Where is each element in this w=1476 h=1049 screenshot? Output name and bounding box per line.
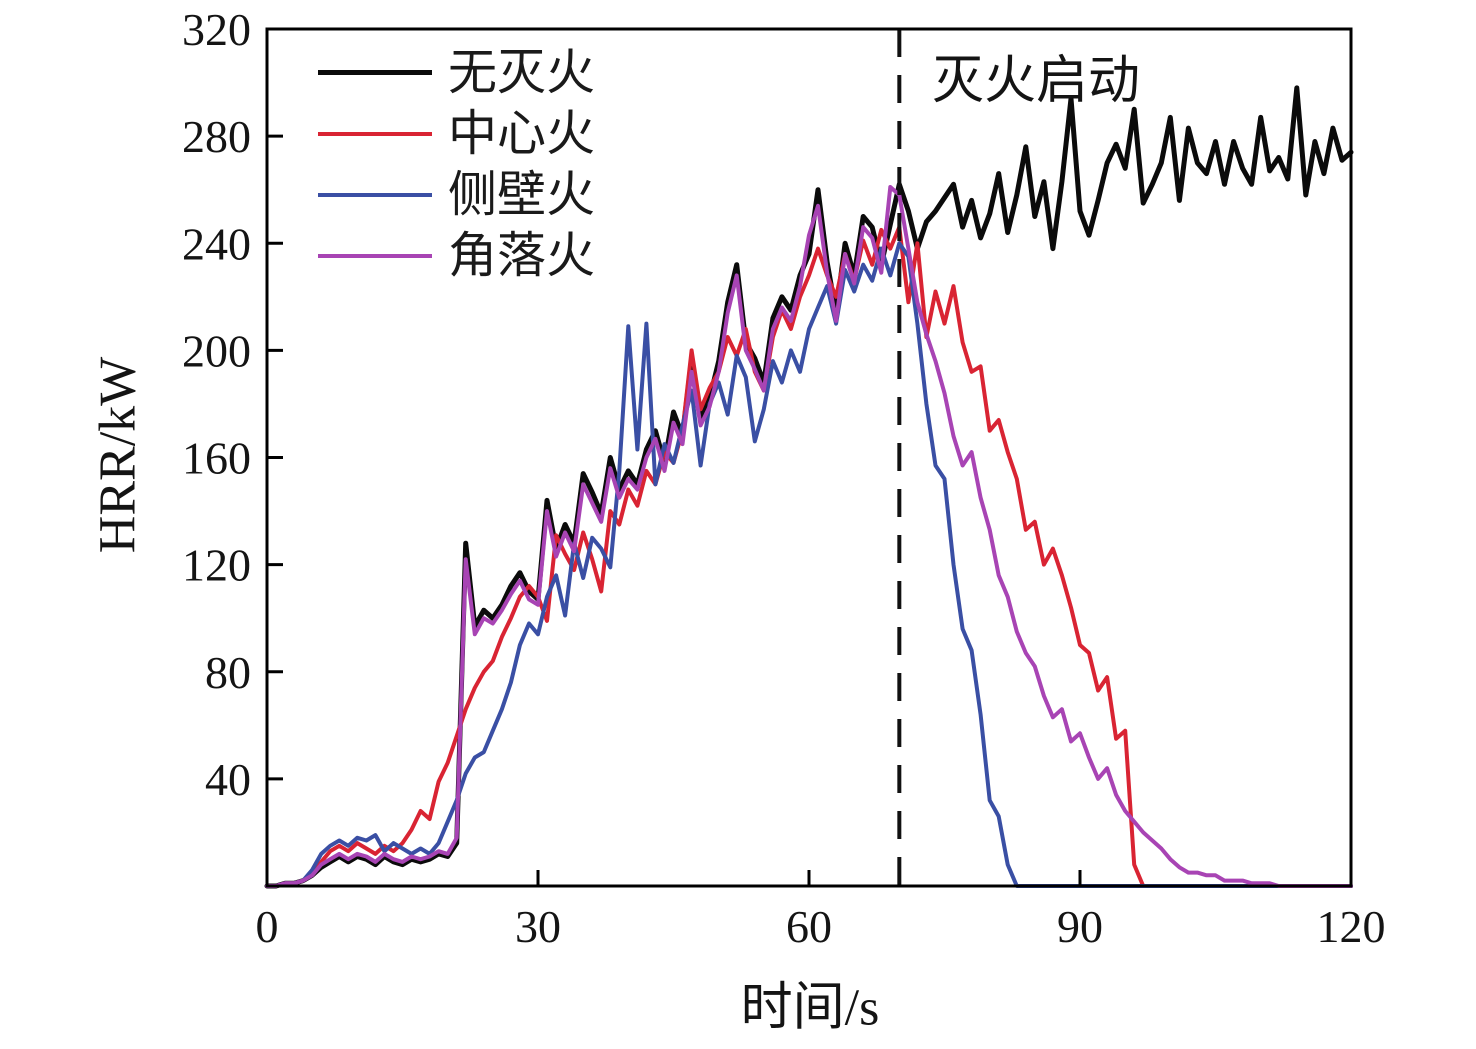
series-line-2 <box>265 241 1353 888</box>
legend-line-swatch <box>318 253 432 258</box>
series-line-3 <box>265 185 1353 888</box>
legend: 无灭火 中心火 侧壁火 角落火 <box>318 42 595 286</box>
legend-row-corner-fire: 角落火 <box>318 225 595 286</box>
series-line-0 <box>264 85 1354 889</box>
y-tick-label: 200 <box>182 325 251 376</box>
legend-line-swatch <box>318 70 432 75</box>
legend-row-center-fire: 中心火 <box>318 103 595 164</box>
event-annotation-text: 灭火启动 <box>932 53 1141 110</box>
x-tick-label: 0 <box>256 901 279 952</box>
y-axis-label: HRR/kW <box>89 356 147 554</box>
legend-label: 无灭火 <box>448 45 596 100</box>
y-tick-label: 120 <box>182 540 251 591</box>
x-tick-label: 90 <box>1057 901 1103 952</box>
legend-row-sidewall-fire: 侧壁火 <box>318 164 595 225</box>
y-tick-label: 320 <box>182 4 251 55</box>
legend-label: 中心火 <box>448 106 596 161</box>
y-tick-label: 80 <box>205 647 251 698</box>
x-tick-label: 30 <box>515 901 561 952</box>
legend-row-no-suppression: 无灭火 <box>318 42 595 103</box>
legend-label: 角落火 <box>448 228 596 283</box>
y-tick-label: 40 <box>205 754 251 805</box>
legend-line-swatch <box>318 192 432 197</box>
x-tick-label: 60 <box>786 901 832 952</box>
y-tick-label: 160 <box>182 433 251 484</box>
legend-label: 侧壁火 <box>448 167 596 222</box>
y-tick-label: 280 <box>182 111 251 162</box>
x-tick-label: 120 <box>1317 901 1386 952</box>
x-axis-label: 时间/s <box>740 979 880 1037</box>
legend-line-swatch <box>318 131 432 136</box>
y-tick-label: 240 <box>182 218 251 269</box>
